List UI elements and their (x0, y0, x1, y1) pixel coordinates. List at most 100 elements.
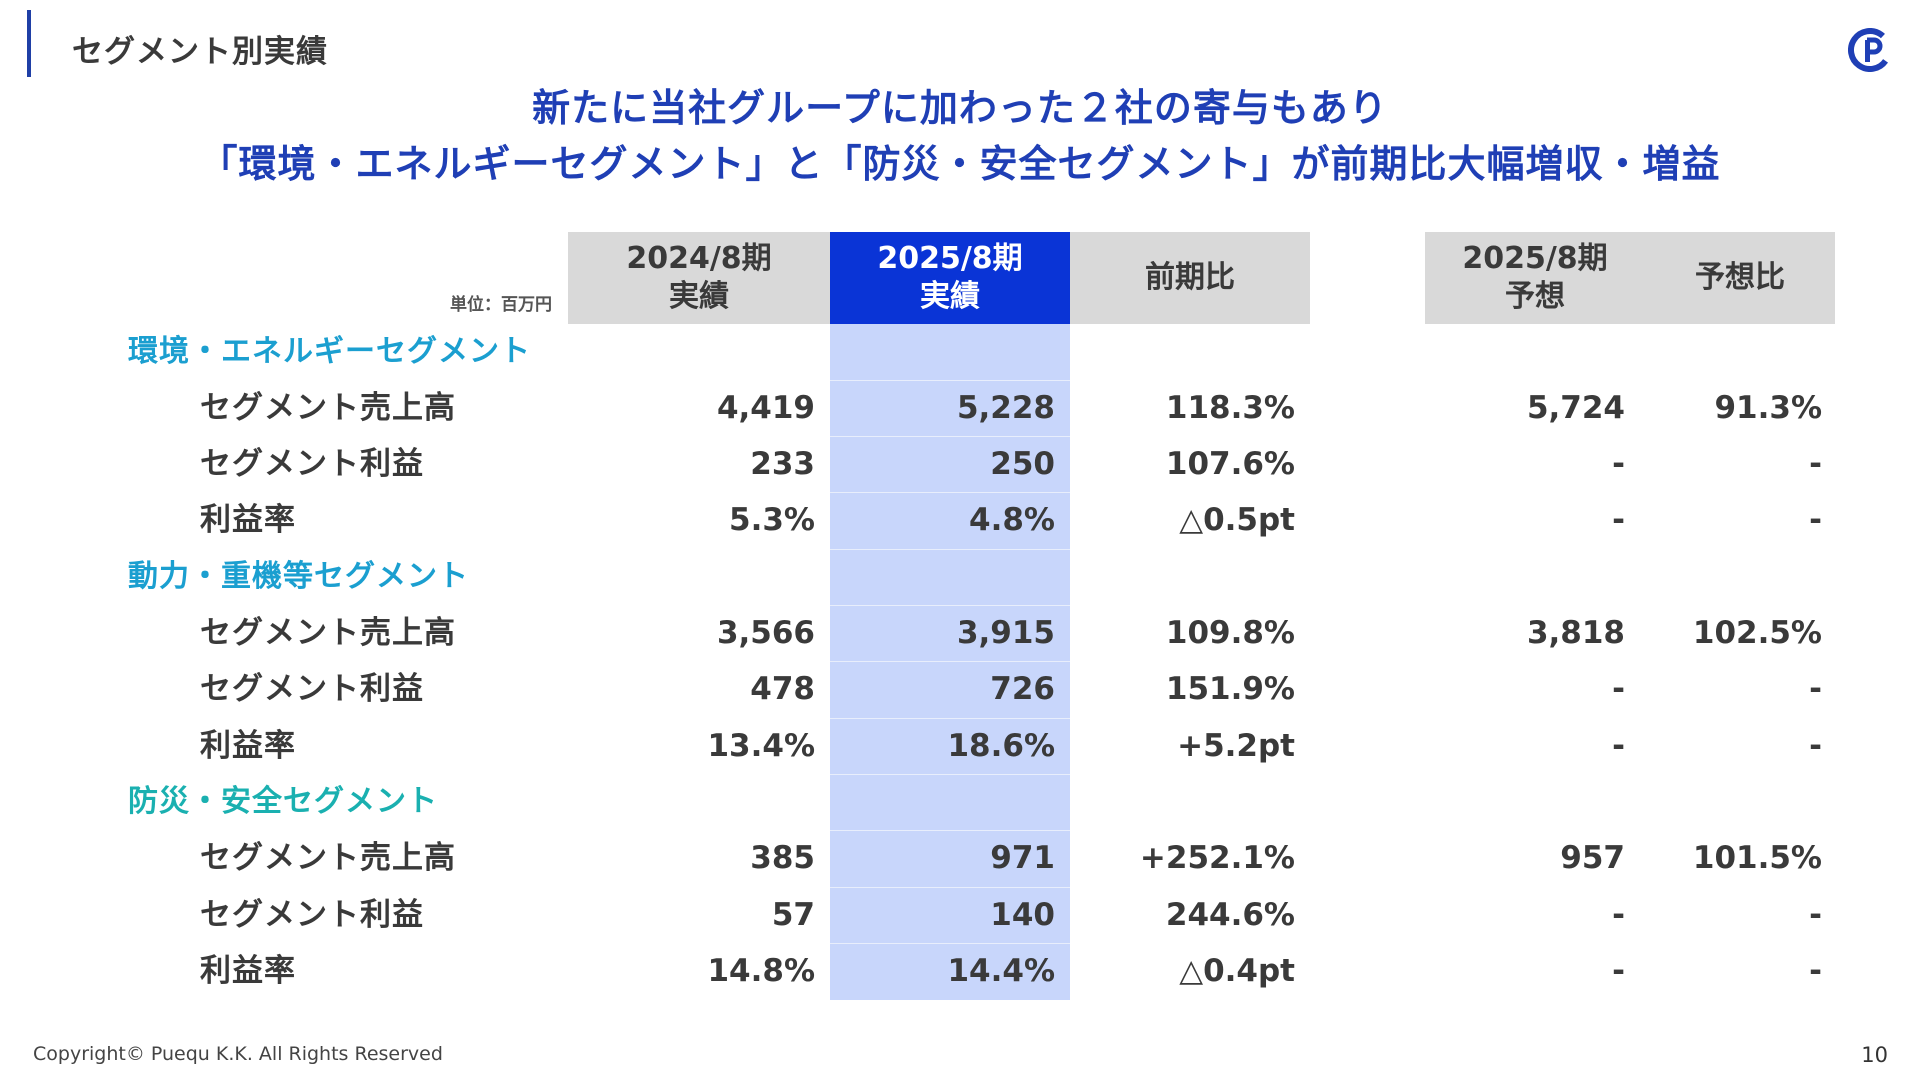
cell-fy2025-forecast: - (1612, 728, 1625, 764)
headline-line-2: 「環境・エネルギーセグメント」と「防災・安全セグメント」が前期比大幅増収・増益 (199, 142, 1721, 186)
cell-fy2025-actual: 5,228 (956, 390, 1055, 426)
cell-fy2025-forecast: - (1612, 671, 1625, 707)
cell-fy2025-actual: 3,915 (956, 615, 1055, 651)
cell-fy2025-forecast: 957 (1560, 840, 1625, 876)
column-separator (830, 830, 1070, 831)
cell-fy2025-forecast: 3,818 (1526, 615, 1625, 651)
cell-vs-forecast: - (1809, 502, 1822, 538)
column-header-line2: 予想 (1505, 279, 1565, 314)
column-header-line2: 実績 (920, 279, 980, 314)
cell-fy2024-actual: 13.4% (707, 728, 815, 764)
column-separator (830, 380, 1070, 381)
row-label: 利益率 (200, 502, 296, 538)
column-separator (830, 943, 1070, 944)
cell-yoy: △0.4pt (1179, 953, 1295, 989)
segment-name: 動力・重機等セグメント (128, 559, 469, 594)
row-label: 利益率 (200, 953, 296, 989)
cell-fy2025-forecast: - (1612, 897, 1625, 933)
column-header-fy2025-actual: 2025/8期 実績 (830, 232, 1070, 324)
row-label: セグメント利益 (200, 897, 424, 933)
title-accent-bar (27, 10, 31, 77)
cell-fy2025-actual: 14.4% (947, 953, 1055, 989)
page-number: 10 (1861, 1043, 1888, 1067)
cell-vs-forecast: 101.5% (1692, 840, 1822, 876)
copyright-notice: Copyright© Puequ K.K. All Rights Reserve… (33, 1043, 443, 1065)
table-row: セグメント利益 57 140 244.6% - - (0, 887, 1920, 943)
table-row: セグメント利益 478 726 151.9% - - (0, 661, 1920, 717)
cell-yoy: 118.3% (1165, 390, 1295, 426)
column-separator (830, 605, 1070, 606)
cell-fy2025-forecast: - (1612, 953, 1625, 989)
cell-fy2024-actual: 385 (750, 840, 815, 876)
cell-yoy: 107.6% (1165, 446, 1295, 482)
cell-fy2024-actual: 3,566 (716, 615, 815, 651)
column-header-fy2024-actual: 2024/8期 実績 (568, 232, 830, 324)
segment-header-row: 防災・安全セグメント (0, 774, 1920, 830)
cell-fy2025-forecast: 5,724 (1526, 390, 1625, 426)
slide-headline: 新たに当社グループに加わった２社の寄与もあり 「環境・エネルギーセグメント」と「… (0, 80, 1920, 192)
segment-name: 防災・安全セグメント (128, 784, 438, 819)
table-row: 利益率 5.3% 4.8% △0.5pt - - (0, 492, 1920, 548)
column-header-fy2025-forecast: 2025/8期 予想 (1425, 232, 1645, 324)
cell-vs-forecast: - (1809, 897, 1822, 933)
cell-fy2025-actual: 4.8% (969, 502, 1055, 538)
cell-yoy: 109.8% (1165, 615, 1295, 651)
cell-fy2025-actual: 726 (990, 671, 1055, 707)
column-separator (830, 887, 1070, 888)
cell-fy2024-actual: 57 (771, 897, 815, 933)
headline-line-1: 新たに当社グループに加わった２社の寄与もあり (532, 86, 1388, 130)
cell-vs-forecast: - (1809, 953, 1822, 989)
cell-fy2024-actual: 478 (750, 671, 815, 707)
row-label: 利益率 (200, 728, 296, 764)
row-label: セグメント利益 (200, 671, 424, 707)
column-header-line1: 予想比 (1695, 260, 1785, 295)
segment-header-row: 環境・エネルギーセグメント (0, 324, 1920, 380)
row-label: セグメント利益 (200, 446, 424, 482)
column-header-vs-forecast: 予想比 (1645, 232, 1835, 324)
column-header-line2: 実績 (669, 279, 729, 314)
column-header-line1: 2025/8期 (1462, 241, 1608, 276)
cell-vs-forecast: 102.5% (1692, 615, 1822, 651)
column-header-yoy: 前期比 (1070, 232, 1310, 324)
table-row: セグメント売上高 4,419 5,228 118.3% 5,724 91.3% (0, 380, 1920, 436)
column-separator (830, 436, 1070, 437)
row-label: セグメント売上高 (200, 390, 456, 426)
cell-fy2024-actual: 5.3% (729, 502, 815, 538)
cell-fy2024-actual: 14.8% (707, 953, 815, 989)
column-header-line1: 2024/8期 (626, 241, 772, 276)
cell-vs-forecast: - (1809, 446, 1822, 482)
cell-vs-forecast: - (1809, 728, 1822, 764)
cell-fy2025-actual: 18.6% (947, 728, 1055, 764)
cell-yoy: △0.5pt (1179, 502, 1295, 538)
row-label: セグメント売上高 (200, 840, 456, 876)
cell-fy2025-actual: 140 (990, 897, 1055, 933)
cell-fy2024-actual: 233 (750, 446, 815, 482)
unit-label: 単位：百万円 (450, 295, 552, 315)
row-label: セグメント売上高 (200, 615, 456, 651)
cell-yoy: +5.2pt (1177, 728, 1295, 764)
pueq-logo-icon (1848, 28, 1892, 72)
column-separator (830, 549, 1070, 550)
segment-name: 環境・エネルギーセグメント (128, 334, 531, 369)
table-row: 利益率 13.4% 18.6% +5.2pt - - (0, 718, 1920, 774)
cell-yoy: 151.9% (1165, 671, 1295, 707)
table-row: セグメント利益 233 250 107.6% - - (0, 436, 1920, 492)
column-separator (830, 718, 1070, 719)
column-header-line1: 2025/8期 (877, 241, 1023, 276)
cell-fy2024-actual: 4,419 (716, 390, 815, 426)
column-header-line1: 前期比 (1145, 260, 1235, 295)
cell-yoy: 244.6% (1165, 897, 1295, 933)
table-row: 利益率 14.8% 14.4% △0.4pt - - (0, 943, 1920, 999)
table-row: セグメント売上高 3,566 3,915 109.8% 3,818 102.5% (0, 605, 1920, 661)
cell-fy2025-forecast: - (1612, 502, 1625, 538)
cell-yoy: +252.1% (1139, 840, 1295, 876)
column-separator (830, 774, 1070, 775)
table-row: セグメント売上高 385 971 +252.1% 957 101.5% (0, 830, 1920, 886)
cell-fy2025-actual: 971 (990, 840, 1055, 876)
section-title: セグメント別実績 (72, 34, 328, 70)
cell-fy2025-forecast: - (1612, 446, 1625, 482)
cell-vs-forecast: - (1809, 671, 1822, 707)
segment-header-row: 動力・重機等セグメント (0, 549, 1920, 605)
cell-fy2025-actual: 250 (990, 446, 1055, 482)
column-separator (830, 661, 1070, 662)
